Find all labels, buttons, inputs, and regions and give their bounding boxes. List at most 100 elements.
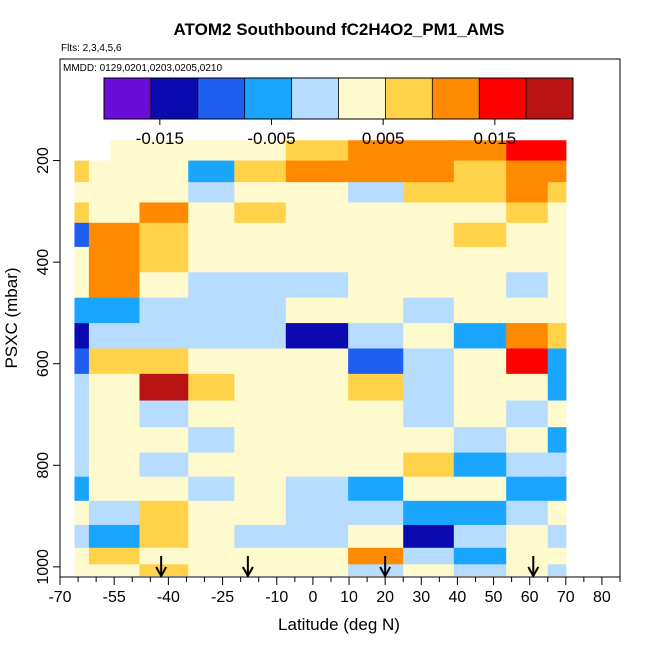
heatmap-cell <box>74 297 90 324</box>
heatmap-cell <box>74 476 90 502</box>
heatmap-cell <box>139 348 189 375</box>
heatmap-cell <box>453 564 507 577</box>
heatmap-cell <box>348 272 404 299</box>
heatmap-cell <box>88 500 141 526</box>
x-tick-label: -55 <box>103 589 126 606</box>
heatmap-cell <box>547 373 567 402</box>
heatmap-cell <box>403 202 455 224</box>
heatmap-cell <box>403 427 455 454</box>
y-tick-label: 800 <box>35 452 52 479</box>
heatmap-cell <box>403 373 455 402</box>
heatmap-cell <box>547 500 567 526</box>
colorbar-segment <box>526 78 574 119</box>
heatmap-cell <box>88 323 141 350</box>
axes: -70 -55 -40 -25 -10 0 10 20 30 40 50 60 70 80 200 400 60… <box>35 147 621 606</box>
heatmap-cell <box>547 202 567 224</box>
heatmap-cell <box>234 348 287 375</box>
heatmap-cell <box>348 348 404 375</box>
heatmap-cell <box>234 373 287 402</box>
arrow-head <box>241 566 254 579</box>
heatmap-cell <box>348 246 404 273</box>
heatmap-cell <box>547 524 567 549</box>
heatmap-cell <box>506 373 549 402</box>
x-tick-label: -70 <box>48 589 71 606</box>
heatmap-cell <box>188 373 235 402</box>
colorbar-tick-label: -0.005 <box>247 129 295 148</box>
heatmap-cell <box>139 297 189 324</box>
heatmap-cell <box>348 564 404 577</box>
heatmap-cell <box>188 427 235 454</box>
dates-label: MMDD: 0129,0201,0203,0205,0210 <box>63 63 222 74</box>
heatmap-cell <box>110 140 141 162</box>
x-tick-label: 0 <box>308 589 317 606</box>
heatmap-cell <box>403 400 455 428</box>
heatmap-cell <box>74 500 90 526</box>
heatmap-cell <box>506 140 549 162</box>
x-tick-label: 10 <box>340 589 358 606</box>
heatmap-cell <box>506 476 549 502</box>
heatmap-cell <box>74 323 90 350</box>
down-arrow-icon <box>527 556 540 579</box>
heatmap-cell <box>74 524 90 549</box>
heatmap-cell <box>453 348 507 375</box>
flights-label: Flts: 2,3,4,5,6 <box>61 43 122 54</box>
heatmap-cell <box>188 348 235 375</box>
heatmap-cell <box>234 547 287 565</box>
heatmap-cell <box>234 564 287 577</box>
heatmap-cell <box>188 524 235 549</box>
heatmap-cell <box>403 476 455 502</box>
colorbar-segment <box>150 78 199 119</box>
colorbar-frame <box>103 77 574 120</box>
heatmap-cell <box>506 272 549 299</box>
heatmap-cell <box>348 323 404 350</box>
heatmap-cell <box>234 246 287 273</box>
heatmap-cell <box>506 202 549 224</box>
heatmap-cell <box>88 182 141 204</box>
heatmap-cell <box>453 272 507 299</box>
heatmap-cell <box>88 202 141 224</box>
heatmap-cell <box>285 272 349 299</box>
heatmap-cell <box>453 373 507 402</box>
heatmap-cell <box>234 500 287 526</box>
heatmap-cell <box>453 202 507 224</box>
heatmap-cell <box>506 160 549 183</box>
heatmap-cell <box>234 182 287 204</box>
heatmap-cell <box>547 246 567 273</box>
heatmap-cell <box>348 222 404 248</box>
heatmap-cell <box>285 452 349 478</box>
down-arrow-icon <box>379 556 392 579</box>
heatmap-cell <box>506 222 549 248</box>
colorbar-segment <box>291 78 339 119</box>
colorbar-segment <box>104 78 152 119</box>
heatmap-cell <box>88 348 141 375</box>
heatmap-cell <box>403 160 455 183</box>
heatmap-cell <box>547 182 567 204</box>
y-tick-label: 400 <box>35 249 52 276</box>
heatmap-cell <box>74 348 90 375</box>
heatmap-cell <box>188 500 235 526</box>
heatmap-cell <box>139 160 189 183</box>
heatmap-cell <box>285 160 349 183</box>
colorbar-segment <box>338 78 386 119</box>
heatmap-cell <box>188 202 235 224</box>
heatmap-cell <box>234 452 287 478</box>
heatmap-cell <box>348 202 404 224</box>
heatmap-cell <box>88 564 141 577</box>
heatmap-cell <box>188 564 235 577</box>
heatmap-cell <box>74 564 90 577</box>
heatmap-cell <box>348 182 404 204</box>
heatmap-cell <box>234 160 287 183</box>
heatmap-cell <box>348 476 404 502</box>
heatmap-cell <box>74 182 90 204</box>
heatmap-cell <box>74 427 90 454</box>
arrow-head <box>527 566 540 579</box>
heatmap-cell <box>234 400 287 428</box>
heatmap-cell <box>285 500 349 526</box>
heatmap-cell <box>506 427 549 454</box>
heatmap-cell <box>88 222 141 248</box>
down-arrow-icon <box>241 556 254 579</box>
heatmap-cell <box>547 476 567 502</box>
heatmap-cell <box>348 400 404 428</box>
heatmap-cell <box>88 547 141 565</box>
heatmap-cell <box>348 160 404 183</box>
